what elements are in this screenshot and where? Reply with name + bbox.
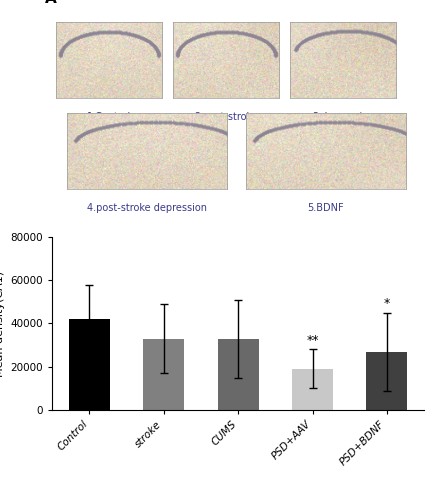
Y-axis label: Mean density(CA1): Mean density(CA1) [0, 270, 5, 376]
Text: 4.post-stroke depression: 4.post-stroke depression [87, 203, 207, 213]
Text: *: * [384, 297, 390, 310]
Text: **: ** [306, 334, 319, 347]
Text: 1.Control: 1.Control [87, 112, 131, 122]
Bar [292, 369, 333, 410]
Text: 2.post-stroke: 2.post-stroke [194, 112, 258, 122]
Text: A: A [45, 0, 56, 6]
Text: 5.BDNF: 5.BDNF [307, 203, 344, 213]
Bar [143, 338, 184, 410]
Bar [69, 319, 110, 410]
Bar [218, 338, 259, 410]
Bar [366, 352, 407, 410]
Text: 3.depression: 3.depression [312, 112, 375, 122]
